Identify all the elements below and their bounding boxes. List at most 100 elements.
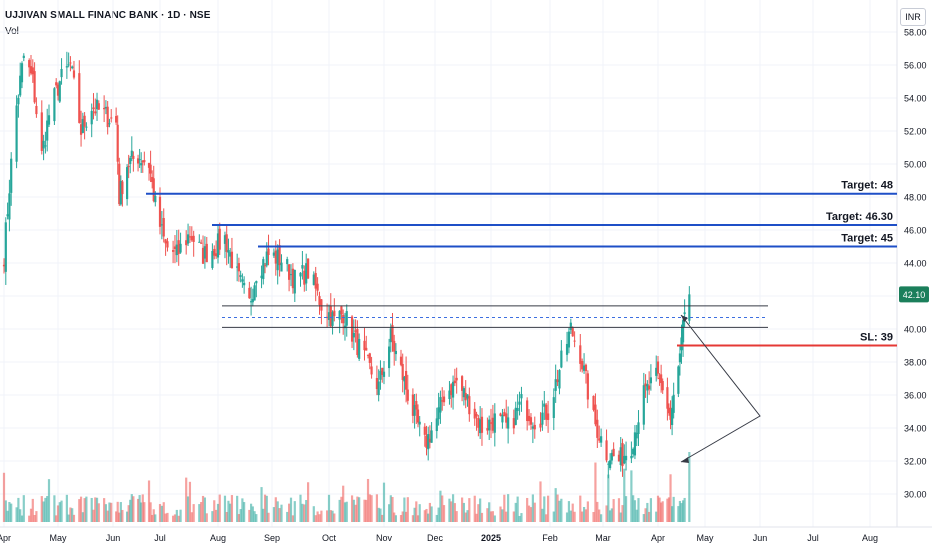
candle-body: [223, 235, 227, 244]
volume-bar: [8, 502, 11, 522]
candle-body: [539, 423, 542, 428]
candle-body: [358, 339, 361, 359]
candle-body: [678, 353, 682, 363]
volume-bar: [192, 504, 195, 522]
volume-bar: [65, 494, 68, 522]
candle-body: [425, 435, 428, 448]
candle-body: [213, 248, 216, 256]
volume-bar: [541, 508, 544, 522]
volume-bar: [656, 495, 660, 522]
volume-bar: [291, 515, 294, 522]
volume-bar: [79, 496, 83, 522]
volume-bar: [56, 505, 60, 522]
volume-bar: [363, 499, 366, 522]
candle-body: [571, 328, 574, 337]
candle-body: [40, 112, 43, 151]
candle-body: [439, 397, 442, 413]
candle-body: [129, 157, 132, 164]
candle-body: [556, 379, 559, 383]
volume-bar: [274, 497, 277, 522]
volume-bar: [255, 514, 258, 522]
candle-body: [428, 438, 431, 443]
candle-body: [453, 380, 456, 384]
volume-bar: [598, 509, 601, 522]
volume-bar: [262, 508, 265, 522]
candle-body: [190, 236, 193, 241]
volume-bar: [430, 506, 433, 522]
candle-body: [15, 105, 18, 162]
volume-bar: [648, 511, 651, 522]
volume-bar: [671, 506, 674, 522]
candle-body: [291, 268, 294, 289]
volume-bar: [644, 508, 647, 522]
candle-body: [411, 394, 414, 416]
candle-body: [621, 443, 624, 467]
volume-bar: [545, 514, 548, 522]
candle-body: [289, 274, 293, 276]
candle-body: [136, 158, 140, 164]
candle-body: [427, 434, 430, 450]
candle-body: [243, 282, 246, 286]
volume-bar: [198, 504, 201, 522]
volume-bar: [581, 511, 584, 522]
candle-body: [649, 377, 653, 384]
volume-bar: [377, 507, 380, 522]
volume-bar: [473, 495, 476, 522]
volume-bar: [151, 514, 154, 522]
candle-body: [610, 452, 613, 461]
x-tick-label: Dec: [427, 533, 444, 543]
candle-body: [143, 160, 146, 163]
volume-bar: [17, 497, 20, 522]
candle-body: [327, 312, 331, 321]
x-tick-label: Sep: [264, 533, 280, 543]
volume-bar: [2, 472, 6, 522]
volume-bar: [47, 479, 51, 522]
candle-body: [151, 176, 154, 182]
candle-body: [393, 340, 396, 352]
candle-body: [17, 97, 20, 105]
candle-body: [115, 116, 118, 123]
candle-body: [507, 417, 510, 429]
volume-bar: [312, 506, 315, 522]
candle-body: [607, 463, 610, 465]
volume-bar: [186, 496, 190, 522]
candle-body: [4, 222, 7, 272]
volume-bar: [649, 498, 653, 522]
volume-bar: [441, 495, 444, 522]
candle-body: [423, 426, 426, 435]
volume-bar: [389, 495, 392, 522]
candle-body: [489, 422, 493, 424]
currency-badge[interactable]: INR: [900, 8, 926, 26]
volume-bar: [230, 495, 234, 522]
y-tick-label: 40.00: [904, 325, 927, 335]
candle-body: [345, 311, 348, 326]
volume-bar: [249, 503, 253, 522]
volume-bar: [104, 504, 108, 522]
volume-bar: [173, 514, 177, 522]
volume-bar: [683, 497, 686, 522]
volume-bar: [468, 498, 471, 522]
candle-body: [272, 252, 275, 256]
candle-body: [442, 396, 446, 403]
x-tick-label: Feb: [542, 533, 558, 543]
volume-bar: [6, 510, 9, 522]
candle-body: [512, 418, 515, 429]
volume-bar: [343, 502, 347, 522]
volume-bar: [340, 496, 343, 522]
x-tick-label: Jul: [154, 533, 166, 543]
volume-bar: [314, 515, 317, 522]
candle-body: [10, 158, 13, 193]
candle-body: [365, 347, 368, 351]
candle-body: [164, 239, 167, 244]
x-tick-label: May: [696, 533, 714, 543]
candle-body: [216, 233, 220, 258]
volume-bar: [97, 503, 100, 522]
candle-body: [53, 88, 56, 122]
candle-body: [305, 263, 308, 284]
candle-body: [104, 106, 108, 109]
volume-bar: [646, 502, 649, 522]
volume-bar: [480, 512, 484, 522]
candle-body: [338, 310, 341, 320]
volume-bar: [90, 497, 93, 522]
